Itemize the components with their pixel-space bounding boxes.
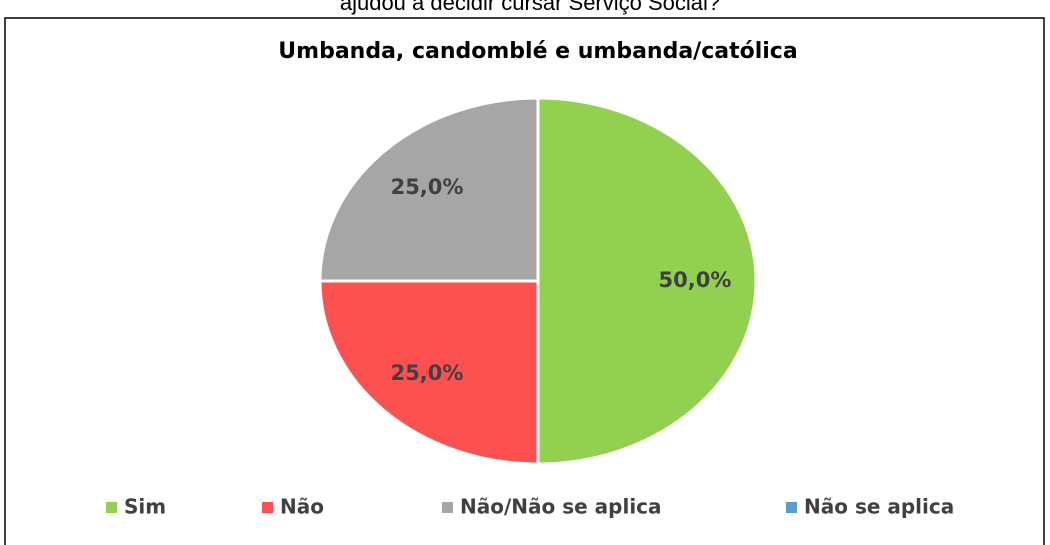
pie-slice (318, 279, 540, 466)
chart-title: Umbanda, candomblé e umbanda/católica (278, 39, 797, 64)
legend-swatch (442, 502, 453, 513)
header-text: ajudou a decidir cursar Serviço Social? (340, 0, 720, 15)
data-label: 25,0% (391, 175, 464, 199)
legend-swatch (786, 502, 797, 513)
data-label: 25,0% (391, 361, 464, 385)
legend-swatch (106, 502, 117, 513)
legend-swatch (262, 502, 273, 513)
pie-slice (536, 96, 758, 466)
legend-label: Não/Não se aplica (460, 495, 662, 519)
legend-label: Sim (124, 495, 166, 519)
pie-slice (318, 96, 540, 283)
legend-label: Não se aplica (804, 495, 954, 519)
legend-label: Não (280, 495, 324, 519)
data-label: 50,0% (659, 268, 732, 292)
